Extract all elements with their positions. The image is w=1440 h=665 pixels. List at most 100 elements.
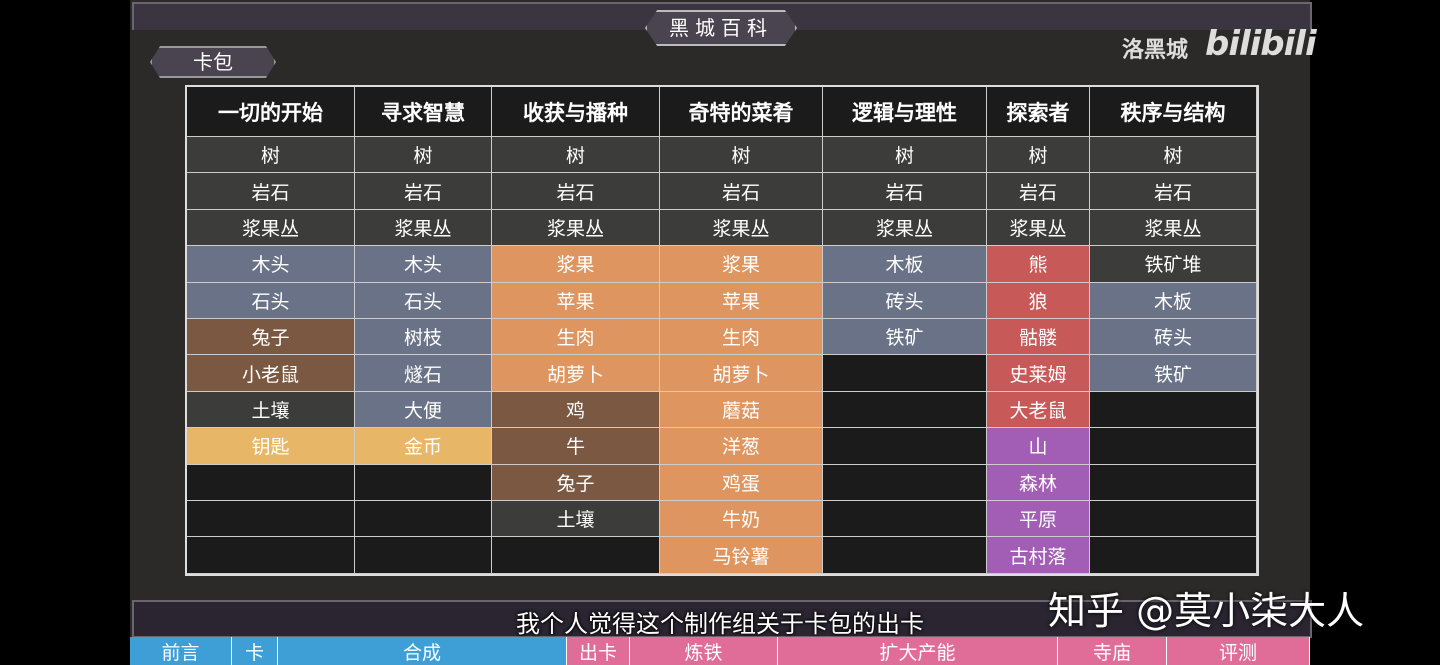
nav-item[interactable]: 寺庙 <box>1058 637 1167 665</box>
table-cell <box>823 464 987 501</box>
table-cell <box>1090 391 1257 429</box>
nav-item[interactable]: 合成 <box>278 637 567 665</box>
logo: bilibili <box>1205 24 1317 64</box>
table-cell <box>823 501 987 538</box>
table-cell: 浆果丛 <box>492 209 660 247</box>
table-cell: 树 <box>987 137 1090 174</box>
table-cell: 森林 <box>987 464 1090 501</box>
table-cell: 岩石 <box>355 173 492 210</box>
table-cell <box>355 464 492 501</box>
table-cell: 鸡蛋 <box>660 464 823 501</box>
table-cell <box>187 501 355 538</box>
table-cell: 岩石 <box>660 173 823 210</box>
table-cell: 大老鼠 <box>987 391 1090 429</box>
table-cell: 木板 <box>823 246 987 283</box>
channel: 洛黑城 <box>1122 38 1189 63</box>
table: 一切的开始树岩石 浆果丛 木头 石头 兔子 小老鼠 土壤 钥匙 寻求智慧树岩石 浆果丛 木头 石头 树枝… <box>185 85 1259 576</box>
table-cell: 石头 <box>187 282 355 319</box>
table-cell: 树 <box>355 137 492 174</box>
table-cell: 胡萝卜 <box>492 355 660 392</box>
table-cell: 狼 <box>987 282 1090 319</box>
table-cell: 洋葱 <box>660 428 823 465</box>
table-cell: 浆果 <box>492 246 660 283</box>
tab[interactable]: 卡包 <box>150 46 276 78</box>
header-cell: 收获与播种 <box>492 87 660 137</box>
table-cell: 树枝 <box>355 319 492 356</box>
table-cell: 骷髅 <box>987 319 1090 356</box>
watermark: 知乎 @莫小柒大人 <box>1048 589 1365 633</box>
table-cell <box>823 537 987 574</box>
table-cell: 石头 <box>355 282 492 319</box>
table-cell: 大便 <box>355 391 492 429</box>
table-cell: 木头 <box>187 246 355 283</box>
header-cell: 探索者 <box>987 87 1090 137</box>
table-cell: 浆果丛 <box>1090 209 1257 247</box>
table-cell: 牛奶 <box>660 501 823 538</box>
table-cell: 树 <box>823 137 987 174</box>
table-cell: 砖头 <box>1090 319 1257 356</box>
table-cell: 树 <box>187 137 355 174</box>
table-cell: 浆果 <box>660 246 823 283</box>
table-cell: 苹果 <box>660 282 823 319</box>
header-cell: 逻辑与理性 <box>823 87 987 137</box>
table-cell: 熊 <box>987 246 1090 283</box>
table-cell <box>1090 537 1257 574</box>
header-cell: 寻求智慧 <box>355 87 492 137</box>
table-cell: 胡萝卜 <box>660 355 823 392</box>
table-cell: 蘑菇 <box>660 391 823 429</box>
table-cell: 平原 <box>987 501 1090 538</box>
table-cell: 小老鼠 <box>187 355 355 392</box>
table-cell: 砖头 <box>823 282 987 319</box>
nav-bar: 前言卡合成 出卡 炼铁 扩大产能 寺庙 评测 <box>130 637 1310 665</box>
subtitle: 我个人觉得这个制作组关于卡包的出卡 <box>516 610 924 638</box>
frame <box>132 600 1312 638</box>
table-cell: 牛 <box>492 428 660 465</box>
table-cell <box>823 355 987 392</box>
nav-item[interactable]: 扩大产能 <box>778 637 1058 665</box>
table-cell: 钥匙 <box>187 428 355 465</box>
table-cell: 岩石 <box>823 173 987 210</box>
table-cell <box>823 428 987 465</box>
table-cell <box>187 464 355 501</box>
table-cell: 铁矿 <box>1090 355 1257 392</box>
table-cell: 树 <box>1090 137 1257 174</box>
table-cell: 浆果丛 <box>660 209 823 247</box>
table-cell <box>823 391 987 429</box>
table-cell <box>1090 501 1257 538</box>
table-cell: 木板 <box>1090 282 1257 319</box>
table-cell: 马铃薯 <box>660 537 823 574</box>
table-cell <box>1090 464 1257 501</box>
table-cell: 生肉 <box>660 319 823 356</box>
table-cell: 生肉 <box>492 319 660 356</box>
table-cell: 树 <box>492 137 660 174</box>
table-cell: 树 <box>660 137 823 174</box>
header-cell: 奇特的菜肴 <box>660 87 823 137</box>
table-cell: 兔子 <box>492 464 660 501</box>
table-cell: 浆果丛 <box>987 209 1090 247</box>
table-cell: 浆果丛 <box>355 209 492 247</box>
table-cell <box>1090 428 1257 465</box>
table-cell: 木头 <box>355 246 492 283</box>
header-cell: 秩序与结构 <box>1090 87 1257 137</box>
table-cell <box>355 501 492 538</box>
table-cell: 浆果丛 <box>187 209 355 247</box>
table-cell: 鸡 <box>492 391 660 429</box>
table-cell: 金币 <box>355 428 492 465</box>
table-cell <box>355 537 492 574</box>
nav-item[interactable]: 评测 <box>1167 637 1310 665</box>
table-cell: 铁矿堆 <box>1090 246 1257 283</box>
table-cell <box>492 537 660 574</box>
table-cell: 浆果丛 <box>823 209 987 247</box>
table-cell: 岩石 <box>187 173 355 210</box>
nav-item[interactable]: 炼铁 <box>630 637 778 665</box>
table-cell: 铁矿 <box>823 319 987 356</box>
nav-item[interactable]: 出卡 <box>567 637 630 665</box>
nav-item[interactable]: 前言 <box>130 637 232 665</box>
table-cell: 岩石 <box>492 173 660 210</box>
table-cell: 土壤 <box>492 501 660 538</box>
nav-item[interactable]: 卡 <box>232 637 278 665</box>
table-cell: 燧石 <box>355 355 492 392</box>
table-cell: 苹果 <box>492 282 660 319</box>
title: 黑城百科 <box>645 10 797 46</box>
